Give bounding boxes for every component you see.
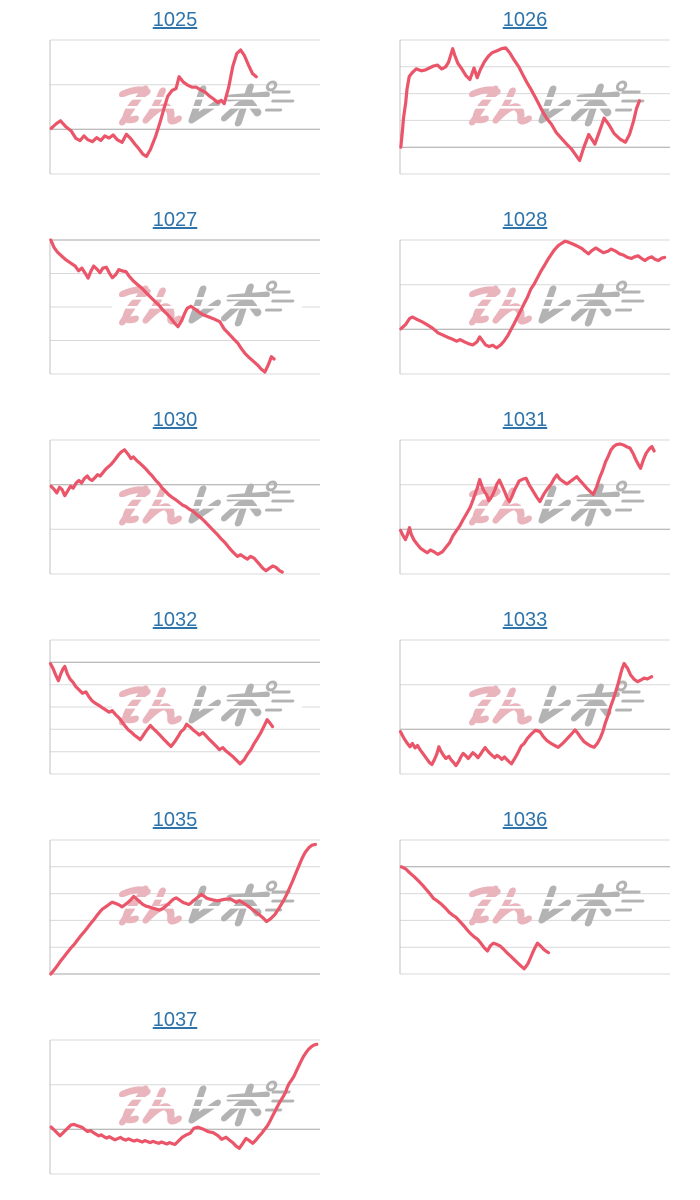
watermark-stripes <box>462 497 652 509</box>
chart-link[interactable]: 1028 <box>502 209 548 231</box>
watermark-stripes <box>112 497 302 509</box>
watermark <box>118 680 295 727</box>
watermark-gray <box>188 283 270 327</box>
chart-cell: 1027 <box>0 200 350 400</box>
price-line <box>49 448 284 574</box>
line-chart <box>398 439 670 575</box>
watermark-stripes <box>462 697 652 709</box>
watermark-gray <box>188 1083 270 1127</box>
watermark <box>118 80 295 127</box>
chart-cell: 1025 <box>0 0 350 200</box>
watermark-speed-lines <box>615 880 645 912</box>
price-line <box>49 842 317 976</box>
watermark <box>118 1080 295 1127</box>
chart-link[interactable]: 1026 <box>502 9 548 31</box>
watermark-speed-lines <box>615 280 645 312</box>
line-chart <box>49 839 320 976</box>
watermark-stripes <box>112 297 302 309</box>
watermark-gray <box>188 683 270 727</box>
watermark <box>468 880 645 927</box>
watermark-speed-lines <box>615 680 645 712</box>
line-chart <box>49 238 320 375</box>
chart-link[interactable]: 1025 <box>152 9 198 31</box>
watermark-stripes <box>112 697 302 709</box>
price-line <box>399 239 667 350</box>
watermark-gray <box>538 883 620 927</box>
line-chart <box>398 639 670 775</box>
watermark-speed-lines <box>265 680 295 712</box>
watermark-stripes <box>462 97 652 109</box>
price-line <box>49 1042 319 1150</box>
watermark-gray <box>538 483 620 527</box>
price-line <box>49 238 276 374</box>
watermark-pink <box>118 85 182 126</box>
line-chart <box>399 239 670 375</box>
watermark-stripes <box>462 897 652 909</box>
price-line <box>399 46 642 163</box>
watermark-speed-lines <box>615 480 645 512</box>
chart-cell: 1032 <box>0 600 350 800</box>
watermark-gray <box>188 883 270 927</box>
chart-cell: 1028 <box>350 200 700 400</box>
chart-cell: 1026 <box>350 0 700 200</box>
watermark <box>468 80 645 127</box>
line-chart <box>48 639 320 775</box>
watermark-pink <box>118 485 182 526</box>
line-chart <box>49 39 320 175</box>
chart-link[interactable]: 1027 <box>152 209 198 231</box>
chart-link[interactable]: 1036 <box>502 809 548 831</box>
chart-link[interactable]: 1032 <box>152 609 198 631</box>
line-chart <box>399 39 670 175</box>
chart-cell: 1035 <box>0 800 350 1000</box>
chart-link[interactable]: 1035 <box>152 809 198 831</box>
price-line <box>398 661 654 768</box>
price-line <box>399 865 551 971</box>
chart-cell: 1030 <box>0 400 350 600</box>
watermark-stripes <box>462 297 652 309</box>
watermark-pink <box>118 285 182 326</box>
watermark-gray <box>538 283 620 327</box>
watermark-speed-lines <box>265 80 295 112</box>
chart-link[interactable]: 1030 <box>152 409 198 431</box>
watermark-speed-lines <box>265 480 295 512</box>
line-chart <box>49 1039 320 1175</box>
watermark-pink <box>118 1085 182 1126</box>
chart-cell: 1033 <box>350 600 700 800</box>
watermark <box>118 480 295 527</box>
watermark-stripes <box>112 1097 302 1109</box>
price-line <box>49 48 258 158</box>
chart-cell: 1031 <box>350 400 700 600</box>
line-chart <box>399 839 670 975</box>
chart-cell: 1036 <box>350 800 700 1000</box>
chart-cell: 1037 <box>0 1000 350 1200</box>
watermark-speed-lines <box>265 280 295 312</box>
chart-link[interactable]: 1033 <box>502 609 548 631</box>
watermark-stripes <box>112 97 302 109</box>
watermark-speed-lines <box>615 80 645 112</box>
watermark-pink <box>468 685 532 726</box>
price-line <box>398 442 656 556</box>
watermark-pink <box>468 285 532 326</box>
watermark <box>468 480 645 527</box>
line-chart <box>49 439 320 575</box>
watermark <box>468 280 645 327</box>
chart-link[interactable]: 1031 <box>502 409 548 431</box>
chart-link[interactable]: 1037 <box>152 1009 198 1031</box>
watermark <box>468 680 645 727</box>
watermark-pink <box>118 685 182 726</box>
price-line <box>48 662 275 766</box>
watermark-speed-lines <box>265 1080 295 1112</box>
watermark-gray <box>538 83 620 127</box>
